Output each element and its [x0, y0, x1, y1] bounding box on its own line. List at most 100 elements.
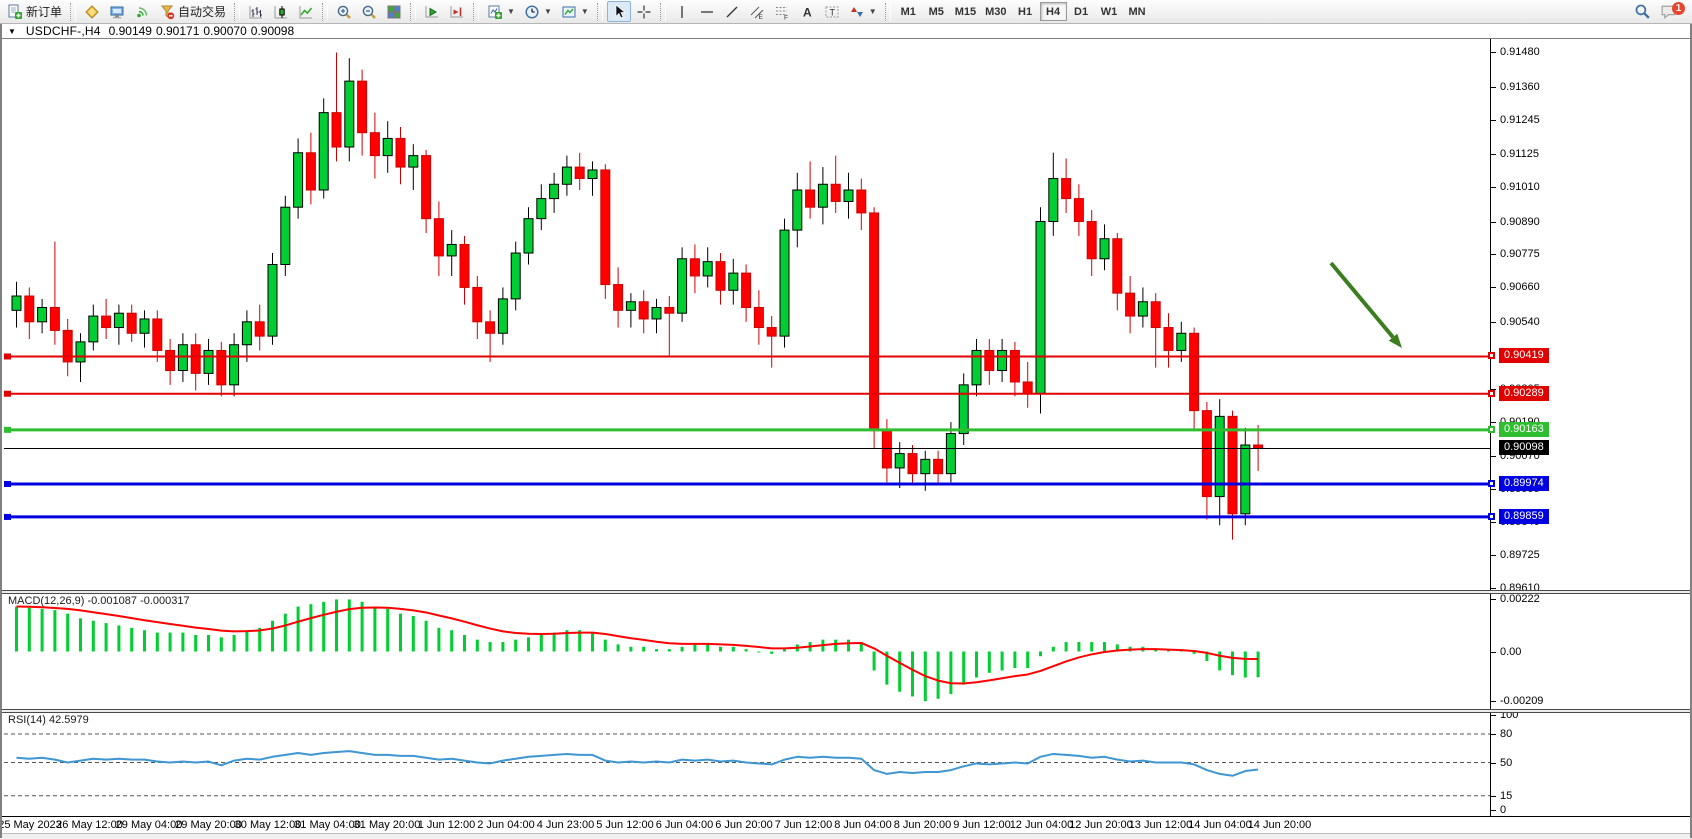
tester-icon	[110, 6, 124, 18]
autotrading-button[interactable]: 自动交易	[155, 1, 230, 22]
time-label: 12 Jun 04:00	[1009, 819, 1074, 831]
price-line-badge: 0.90098	[1499, 440, 1549, 456]
macd-axis-tick: -0.00209	[1491, 694, 1543, 708]
chart-menu-icon[interactable]: ▼	[8, 26, 16, 36]
time-label: 30 May 12:00	[234, 819, 302, 831]
timeframe-W1[interactable]: W1	[1096, 2, 1123, 21]
chevron-down-icon: ▼	[507, 7, 515, 16]
time-label: 14 Jun 20:00	[1247, 819, 1312, 831]
line-anchor	[4, 480, 11, 487]
new-chart-button[interactable]: ▼	[483, 1, 519, 22]
horizontal-line-tool-button[interactable]	[695, 1, 719, 22]
timeframe-MN[interactable]: MN	[1124, 2, 1151, 21]
price-line-badge: 0.90419	[1488, 348, 1549, 364]
price-axis[interactable]: 0.91480 0.91360 0.91245 0.91125 0.91010 0.908…	[1488, 39, 1689, 833]
strategy-tester-button[interactable]	[105, 1, 129, 22]
templates-button[interactable]: ▼	[557, 1, 593, 22]
signal-icon	[137, 6, 148, 17]
toolbar-grip	[70, 2, 77, 21]
chevron-down-icon: ▼	[543, 7, 552, 16]
clock-icon	[525, 4, 539, 19]
line-chart-type-button[interactable]	[294, 1, 318, 22]
tile-windows-button[interactable]	[382, 1, 406, 22]
macd-panel[interactable]: MACD(12,26,9) -0.001087 -0.000317	[4, 594, 1490, 709]
time-label: 25 May 2023	[0, 819, 62, 831]
gold-diamond-icon	[85, 4, 99, 19]
cursor-tool-button[interactable]	[606, 1, 631, 22]
crosshair-tool-button[interactable]	[632, 1, 656, 22]
chart-symbol-label: USDCHF-,H4	[25, 24, 101, 38]
text-label-tool-button[interactable]: T	[820, 1, 844, 22]
rsi-axis-tick: 0	[1491, 803, 1506, 817]
new-order-icon	[8, 4, 22, 19]
fibonacci-tool-button[interactable]: F	[770, 1, 794, 22]
price-line-badge: 0.90163	[1488, 421, 1549, 437]
candlestick-type-button[interactable]	[269, 1, 293, 22]
price-line-badge: 0.89859	[1488, 508, 1549, 524]
main-chart-plot[interactable]	[4, 39, 1490, 590]
svg-text:E: E	[758, 14, 763, 20]
candles-canvas	[4, 52, 1490, 540]
search-icon	[1635, 4, 1650, 19]
chart-shift-button[interactable]	[445, 1, 469, 22]
time-label: 12 Jun 20:00	[1069, 819, 1133, 831]
template-icon	[562, 6, 576, 17]
toolbar-grip	[322, 2, 329, 21]
panel-separator[interactable]	[0, 590, 1692, 594]
arrows-tool-button[interactable]: ▼	[845, 1, 881, 22]
timeframe-M15[interactable]: M15	[951, 2, 980, 21]
timeframe-H1[interactable]: H1	[1012, 2, 1039, 21]
text-label-icon: T	[825, 6, 839, 17]
trendline-tool-button[interactable]	[720, 1, 744, 22]
badge-anchor-icon	[1488, 425, 1495, 433]
timeframe-M30[interactable]: M30	[981, 2, 1010, 21]
time-label: 1 Jun 12:00	[417, 819, 476, 831]
time-axis[interactable]: 25 May 2023 26 May 12:00 29 May 04:00 29 Ma…	[0, 816, 1692, 833]
panel-separator[interactable]	[0, 709, 1692, 713]
rsi-axis-tick: 80	[1491, 727, 1512, 741]
time-label: 31 May 04:00	[294, 819, 361, 831]
time-label: 4 Jun 23:00	[536, 819, 595, 831]
price-axis-tick: 0.90890	[1491, 215, 1540, 229]
periods-button[interactable]: ▼	[520, 1, 556, 22]
trend-arrow[interactable]	[1329, 261, 1402, 348]
new-order-label: 新订单	[26, 5, 63, 19]
notification-badge: 1	[1672, 2, 1685, 15]
auto-scroll-button[interactable]	[420, 1, 444, 22]
zoom-in-button[interactable]	[332, 1, 356, 22]
rsi-panel[interactable]: RSI(14) 42.5979	[4, 713, 1490, 816]
text-icon: A	[803, 5, 812, 19]
toolbar-grip	[410, 2, 417, 21]
chevron-down-icon: ▼	[868, 7, 877, 16]
new-chart-icon	[488, 5, 503, 19]
vertical-line-tool-button[interactable]	[670, 1, 694, 22]
notifications-button[interactable]: 1	[1656, 1, 1685, 22]
bar-chart-type-button[interactable]	[244, 1, 268, 22]
equidistant-channel-tool-button[interactable]: E	[745, 1, 769, 22]
svg-text:F: F	[784, 14, 788, 20]
time-label: 13 Jun 12:00	[1128, 819, 1193, 831]
time-label: 6 Jun 04:00	[655, 819, 714, 831]
timeframe-toolbar: M1 M5 M15 M30 H1 H4 D1 W1 MN	[895, 2, 1151, 21]
rsi-axis-tick: 15	[1491, 789, 1512, 803]
crosshair-icon	[637, 5, 651, 18]
zoom-out-button[interactable]	[357, 1, 381, 22]
time-label: 26 May 12:00	[56, 819, 123, 831]
timeframe-D1[interactable]: D1	[1068, 2, 1095, 21]
metaeditor-button[interactable]	[80, 1, 104, 22]
new-order-button[interactable]: 新订单	[3, 1, 66, 22]
signals-button[interactable]	[130, 1, 154, 22]
price-axis-tick: 0.90660	[1491, 280, 1540, 294]
main-toolbar: 新订单 自动交易 ▼ ▼	[0, 0, 1692, 24]
search-button[interactable]	[1630, 1, 1655, 22]
rsi-line	[16, 750, 1259, 777]
price-line-badge: 0.90289	[1488, 385, 1549, 401]
text-tool-button[interactable]: A	[795, 1, 819, 22]
price-axis-tick: 0.90775	[1491, 247, 1540, 261]
timeframe-H4[interactable]: H4	[1039, 2, 1067, 21]
timeframe-M1[interactable]: M1	[895, 2, 922, 21]
timeframe-M5[interactable]: M5	[923, 2, 950, 21]
vertical-line-icon	[681, 5, 683, 18]
chart-window: ▼ USDCHF-,H4 0.90149 0.90171 0.90070 0.9…	[0, 24, 1692, 839]
price-lines-layer	[4, 353, 1490, 520]
